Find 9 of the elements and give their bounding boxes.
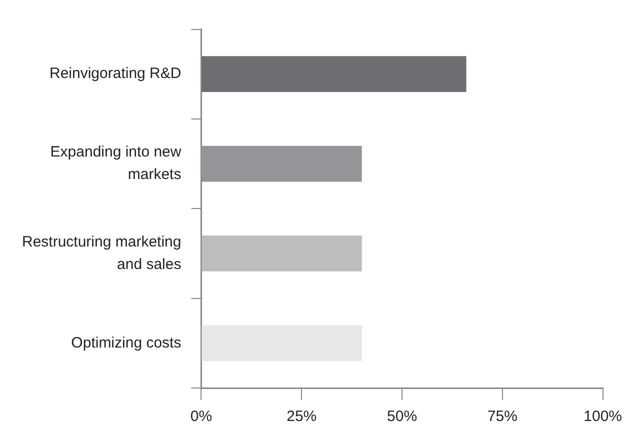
y-tick-label: Reinvigorating R&D xyxy=(49,65,182,82)
x-tick-label: 0% xyxy=(190,408,212,426)
x-tick-label: 50% xyxy=(387,408,418,426)
x-tick-label: 100% xyxy=(584,408,622,426)
y-tick-label: Optimizing costs xyxy=(71,334,182,352)
y-tick-label: Expanding into new markets xyxy=(50,144,182,184)
x-tick-label: 25% xyxy=(286,408,317,426)
y-tick-label: Restructuring marketing and sales xyxy=(22,233,182,273)
x-tick-label: 75% xyxy=(487,408,518,426)
